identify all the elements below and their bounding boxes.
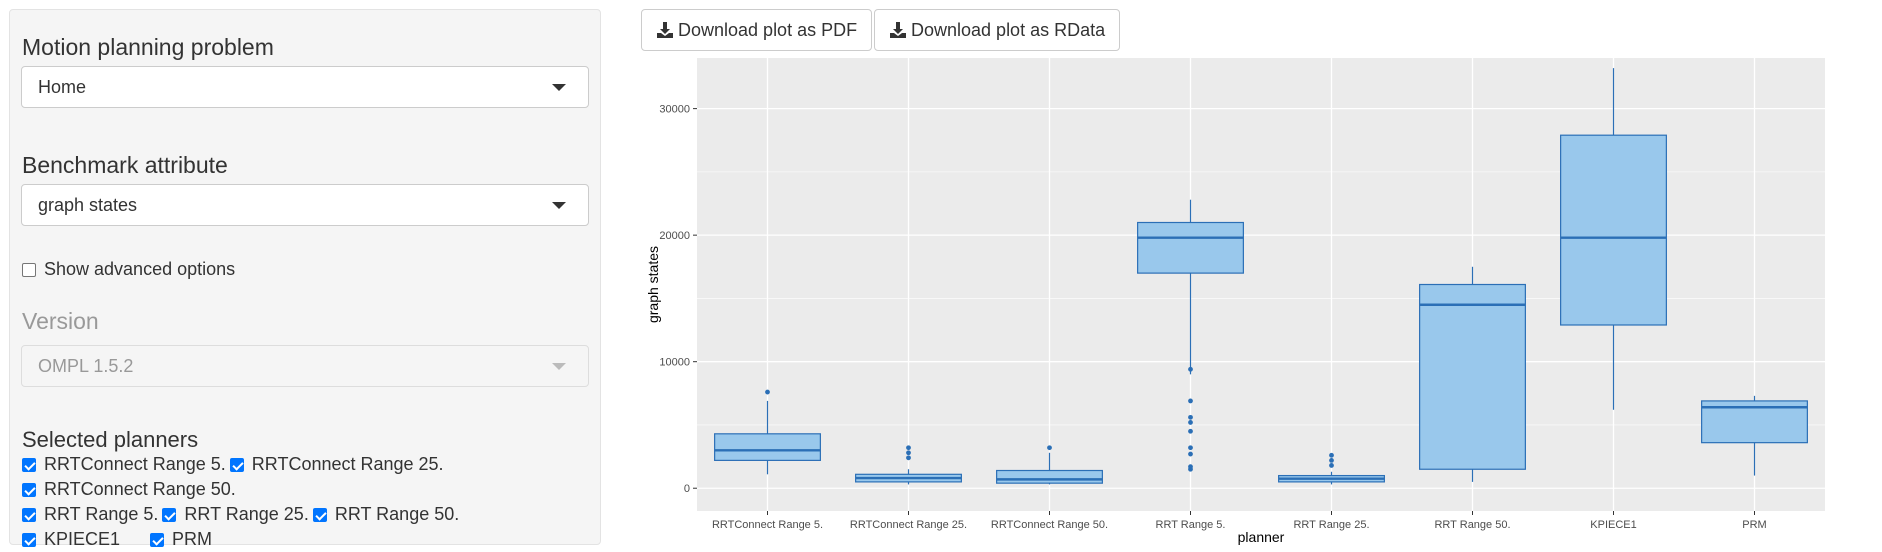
download-icon — [890, 22, 906, 38]
checkbox-icon[interactable] — [22, 533, 36, 547]
checkbox-icon[interactable] — [229, 458, 244, 472]
y-tick-label: 0 — [684, 483, 690, 495]
advanced-options-checkbox[interactable]: Show advanced options — [22, 258, 235, 280]
x-tick-label: PRM — [1742, 519, 1766, 531]
outlier-point — [1329, 457, 1334, 463]
planner-checkbox[interactable]: RRT Range 25. — [162, 502, 309, 527]
box — [1137, 221, 1244, 274]
attribute-select[interactable]: graph states — [21, 184, 589, 226]
outlier-point — [1188, 428, 1193, 434]
attribute-select-value: graph states — [38, 195, 138, 215]
outlier-point — [1188, 420, 1193, 425]
outlier-point — [1047, 445, 1052, 451]
download-rdata-button[interactable]: Download plot as RData — [874, 9, 1121, 51]
sidebar-panel: Motion planning problem Home Benchmark a… — [9, 9, 601, 549]
outlier-point — [1188, 366, 1193, 372]
checkbox-icon[interactable] — [150, 533, 165, 547]
outlier-point — [1188, 451, 1193, 457]
outlier-point — [906, 455, 911, 461]
planner-label: RRTConnect Range 5. — [44, 454, 226, 474]
x-tick-label: KPIECE1 — [1590, 519, 1636, 531]
outlier-point — [1188, 414, 1193, 420]
version-select: OMPL 1.5.2 — [21, 345, 589, 387]
planner-checkbox[interactable]: RRT Range 5. — [22, 502, 158, 527]
x-tick-label: RRT Range 50. — [1434, 519, 1510, 531]
planner-checkbox-group: RRTConnect Range 5. RRTConnect Range 25. R… — [22, 452, 592, 552]
x-axis-title: planner — [1238, 529, 1285, 545]
download-icon — [657, 22, 673, 38]
y-axis-title: graph states — [645, 246, 661, 323]
planners-label: Selected planners — [22, 427, 199, 452]
outlier-point — [1188, 398, 1193, 404]
y-tick-label: 30000 — [659, 104, 690, 116]
outlier-point — [1188, 464, 1193, 470]
advanced-options-label: Show advanced options — [44, 259, 236, 279]
planner-checkbox[interactable]: PRM — [150, 527, 212, 552]
x-tick-label: RRTConnect Range 5. — [712, 519, 823, 531]
x-tick-label: RRT Range 5. — [1156, 519, 1226, 531]
chevron-down-icon — [552, 363, 566, 370]
outlier-point — [906, 450, 911, 456]
outlier-point — [765, 389, 770, 395]
checkbox-icon[interactable] — [22, 483, 36, 497]
checkbox-icon[interactable] — [22, 508, 36, 522]
x-tick-label: RRTConnect Range 50. — [991, 519, 1108, 531]
planner-checkbox[interactable]: RRTConnect Range 50. — [22, 477, 236, 502]
box — [996, 469, 1103, 484]
planner-label: RRTConnect Range 50. — [44, 479, 236, 499]
attribute-label: Benchmark attribute — [22, 152, 228, 178]
planner-checkbox[interactable]: RRTConnect Range 25. — [229, 452, 444, 477]
x-tick-label: RRT Range 25. — [1293, 519, 1369, 531]
outlier-point — [1329, 463, 1334, 468]
planner-checkbox[interactable]: KPIECE1 — [22, 527, 120, 552]
problem-label: Motion planning problem — [22, 34, 274, 60]
chevron-down-icon — [552, 84, 566, 91]
planner-label: RRT Range 50. — [334, 504, 460, 524]
box — [714, 433, 821, 461]
outlier-point — [1329, 452, 1334, 458]
download-pdf-button[interactable]: Download plot as PDF — [641, 9, 873, 51]
outlier-point — [906, 445, 911, 451]
outlier-point — [1188, 445, 1193, 451]
x-tick-label: RRTConnect Range 25. — [850, 519, 967, 531]
checkbox-icon[interactable] — [312, 508, 327, 522]
problem-select[interactable]: Home — [21, 66, 589, 108]
planner-label: RRT Range 5. — [44, 504, 159, 524]
planner-checkbox[interactable]: RRTConnect Range 5. — [22, 452, 226, 477]
version-select-value: OMPL 1.5.2 — [38, 356, 134, 376]
checkbox-icon[interactable] — [22, 458, 36, 472]
checkbox-icon[interactable] — [162, 508, 177, 522]
planner-label: RRT Range 25. — [184, 504, 309, 524]
problem-select-value: Home — [38, 77, 87, 97]
download-rdata-label: Download plot as RData — [911, 20, 1106, 40]
planner-label: RRTConnect Range 25. — [251, 454, 444, 474]
box — [1560, 134, 1667, 326]
boxplot-chart: 0 10000 20000 30000 RRTConnect Range 5. RRTCo… — [645, 58, 1825, 545]
planner-label: KPIECE1 — [44, 529, 121, 549]
download-pdf-label: Download plot as PDF — [678, 20, 858, 40]
y-tick-label: 20000 — [659, 230, 690, 242]
box — [1419, 283, 1526, 470]
planner-label: PRM — [172, 529, 213, 549]
planner-checkbox[interactable]: RRT Range 50. — [312, 502, 460, 527]
chevron-down-icon — [552, 202, 566, 209]
checkbox-icon[interactable] — [22, 263, 36, 277]
y-tick-label: 10000 — [659, 357, 690, 369]
version-label: Version — [22, 308, 99, 334]
